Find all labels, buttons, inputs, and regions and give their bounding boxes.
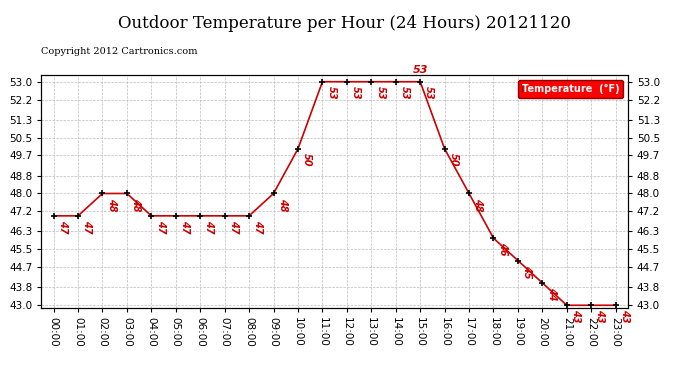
- Text: 47: 47: [155, 220, 166, 234]
- Text: 47: 47: [180, 220, 190, 234]
- Text: 47: 47: [204, 220, 215, 234]
- Text: 50: 50: [448, 153, 459, 166]
- Text: 47: 47: [229, 220, 239, 234]
- Text: 47: 47: [82, 220, 92, 234]
- Text: 53: 53: [424, 86, 434, 99]
- Text: 53: 53: [375, 86, 386, 99]
- Text: 53: 53: [326, 86, 337, 99]
- Text: 50: 50: [302, 153, 312, 166]
- Text: 53: 53: [413, 65, 428, 75]
- Legend: Temperature  (°F): Temperature (°F): [518, 80, 623, 98]
- Text: Copyright 2012 Cartronics.com: Copyright 2012 Cartronics.com: [41, 47, 198, 56]
- Text: 45: 45: [522, 265, 532, 278]
- Text: 53: 53: [400, 86, 410, 99]
- Text: 48: 48: [277, 198, 288, 211]
- Text: 47: 47: [58, 220, 68, 234]
- Text: 43: 43: [595, 309, 605, 323]
- Text: 48: 48: [107, 198, 117, 211]
- Text: 48: 48: [473, 198, 483, 211]
- Text: 43: 43: [571, 309, 581, 323]
- Text: 46: 46: [497, 242, 508, 256]
- Text: 53: 53: [351, 86, 361, 99]
- Text: 47: 47: [253, 220, 264, 234]
- Text: 44: 44: [546, 287, 557, 301]
- Text: 48: 48: [131, 198, 141, 211]
- Text: Outdoor Temperature per Hour (24 Hours) 20121120: Outdoor Temperature per Hour (24 Hours) …: [119, 15, 571, 32]
- Text: 43: 43: [620, 309, 630, 323]
